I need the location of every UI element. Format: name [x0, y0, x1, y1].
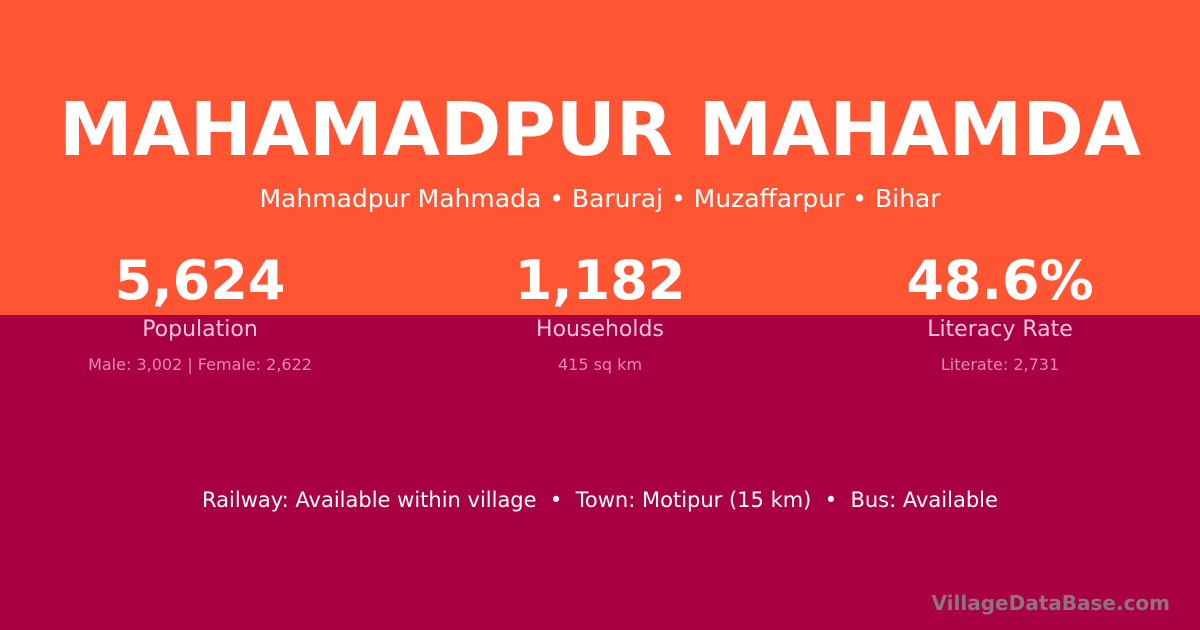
stat-label: Population: [142, 317, 258, 342]
stat-value: 48.6%: [906, 249, 1094, 312]
stat-detail: Male: 3,002 | Female: 2,622: [88, 355, 312, 374]
stat-label: Households: [536, 317, 664, 342]
stat-value: 5,624: [114, 249, 286, 312]
transport-info: Railway: Available within village • Town…: [202, 488, 998, 512]
stat-value: 1,182: [514, 249, 686, 312]
body-band: [0, 315, 1200, 630]
brand-watermark: VillageDataBase.com: [931, 591, 1170, 615]
stat-detail: 415 sq km: [557, 355, 643, 374]
stat-detail: Literate: 2,731: [940, 355, 1060, 374]
location-breadcrumb: Mahmadpur Mahmada • Baruraj • Muzaffarpu…: [259, 184, 941, 213]
header-band: [0, 0, 1200, 315]
village-title: MAHAMADPUR MAHAMDA: [59, 87, 1141, 173]
stat-label: Literacy Rate: [927, 317, 1073, 342]
